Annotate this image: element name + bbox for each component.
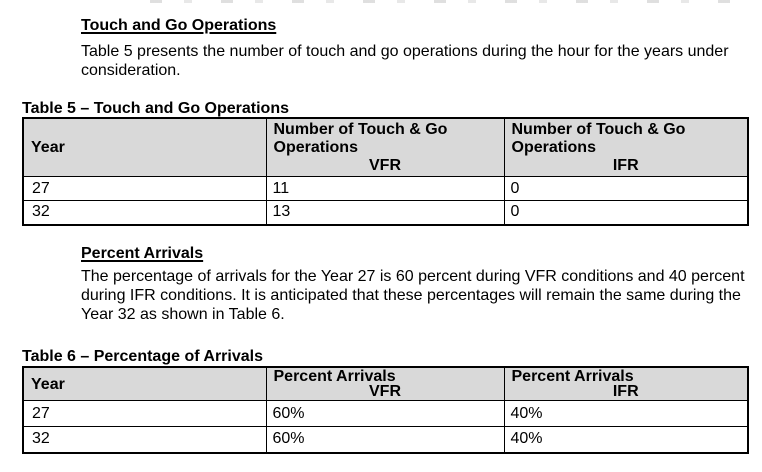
table5-header-vfr: Number of Touch & Go Operations VFR [265, 117, 505, 177]
table5-caption: Table 5 – Touch and Go Operations [22, 100, 289, 117]
table5-header-row: Year Number of Touch & Go Operations VFR… [22, 117, 749, 177]
table5-header-ifr-label: Number of Touch & Go Operations [511, 121, 686, 156]
table5-cell-ifr: 0 [503, 176, 749, 201]
table6-header-ifr-sublabel: IFR [612, 383, 639, 400]
table5-header-ifr-sublabel: IFR [612, 157, 639, 174]
table5-cell-vfr: 13 [265, 200, 505, 225]
table5-cell-year: 27 [22, 176, 267, 201]
table6-header-ifr: Percent Arrivals IFR [503, 366, 749, 401]
table6-cell-vfr: 60% [265, 400, 505, 427]
table5-header-vfr-sublabel: VFR [369, 157, 401, 174]
table-row: 27 11 0 [22, 176, 749, 201]
table6-header-ifr-label: Percent Arrivals [511, 368, 634, 385]
table6-header-vfr: Percent Arrivals VFR [265, 366, 505, 401]
table6-caption: Table 6 – Percentage of Arrivals [22, 348, 263, 365]
table6-header-vfr-sublabel: VFR [369, 383, 401, 400]
clipped-previous-line-artifact [150, 0, 740, 3]
section-body-touch-and-go: Table 5 presents the number of touch and… [81, 43, 729, 79]
table6-cell-year: 32 [22, 426, 267, 453]
table6-percentage-of-arrivals: Year Percent Arrivals VFR Percent Arriva… [22, 366, 749, 454]
table-row: 27 60% 40% [22, 400, 749, 427]
table6-header-row: Year Percent Arrivals VFR Percent Arriva… [22, 366, 749, 401]
table5-cell-year: 32 [22, 200, 267, 225]
section-heading-percent-arrivals: Percent Arrivals [81, 245, 204, 262]
table6-cell-ifr: 40% [503, 400, 749, 427]
table5-header-year: Year [22, 117, 267, 177]
table6-cell-ifr: 40% [503, 426, 749, 453]
table6-header-vfr-label: Percent Arrivals [273, 368, 396, 385]
section-body-percent-arrivals: The percentage of arrivals for the Year … [81, 268, 745, 323]
table-row: 32 60% 40% [22, 426, 749, 453]
table6-cell-year: 27 [22, 400, 267, 427]
table5-header-ifr: Number of Touch & Go Operations IFR [503, 117, 749, 177]
table5-touch-and-go: Year Number of Touch & Go Operations VFR… [22, 117, 749, 226]
table6-header-year: Year [22, 366, 267, 401]
table5-cell-vfr: 11 [265, 176, 505, 201]
table-row: 32 13 0 [22, 200, 749, 225]
section-heading-touch-and-go: Touch and Go Operations [81, 17, 277, 34]
table5-header-vfr-label: Number of Touch & Go Operations [273, 121, 448, 156]
table5-cell-ifr: 0 [503, 200, 749, 225]
table6-cell-vfr: 60% [265, 426, 505, 453]
